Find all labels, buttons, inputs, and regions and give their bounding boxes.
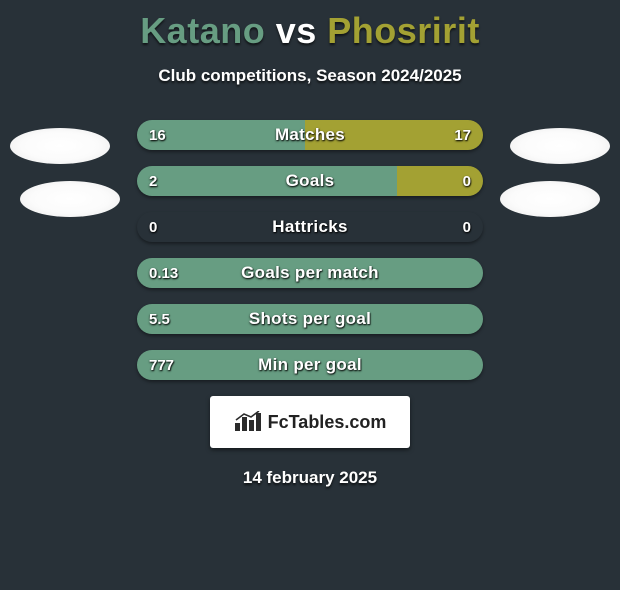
- player1-name: Katano: [140, 10, 265, 51]
- stat-bar-right-value: 0: [463, 212, 471, 242]
- stat-bar-left-value: 0: [149, 212, 157, 242]
- player2-name: Phosririt: [327, 10, 480, 51]
- vs-label: vs: [276, 10, 317, 51]
- stat-bar: Shots per goal5.5: [137, 304, 483, 334]
- chart-icon: [234, 411, 262, 433]
- stats-bars: Matches1617 Goals20 Hattricks0 0 Goals per m…: [137, 120, 483, 380]
- fctables-logo[interactable]: FcTables.com: [210, 396, 410, 448]
- stat-bar-left-fill: [137, 304, 483, 334]
- decorative-ellipse: [510, 128, 610, 164]
- page-title: Katano vs Phosririt: [0, 10, 620, 52]
- subtitle: Club competitions, Season 2024/2025: [0, 66, 620, 86]
- stat-bar: Hattricks0 0: [137, 212, 483, 242]
- stat-bar-label: Hattricks: [137, 212, 483, 242]
- stat-bar-left-fill: [137, 258, 483, 288]
- stat-bar-left-fill: [137, 166, 397, 196]
- decorative-ellipse: [500, 181, 600, 217]
- stat-bar: Matches1617: [137, 120, 483, 150]
- stat-bar-left-fill: [137, 350, 483, 380]
- stat-bar: Goals20: [137, 166, 483, 196]
- stat-bar-right-fill: [397, 166, 484, 196]
- stat-bar: Min per goal777: [137, 350, 483, 380]
- stat-bar: Goals per match0.13: [137, 258, 483, 288]
- logo-text: FcTables.com: [268, 412, 387, 433]
- footer-date: 14 february 2025: [0, 468, 620, 488]
- decorative-ellipse: [20, 181, 120, 217]
- stat-bar-left-fill: [137, 120, 305, 150]
- stat-bar-right-fill: [305, 120, 483, 150]
- decorative-ellipse: [10, 128, 110, 164]
